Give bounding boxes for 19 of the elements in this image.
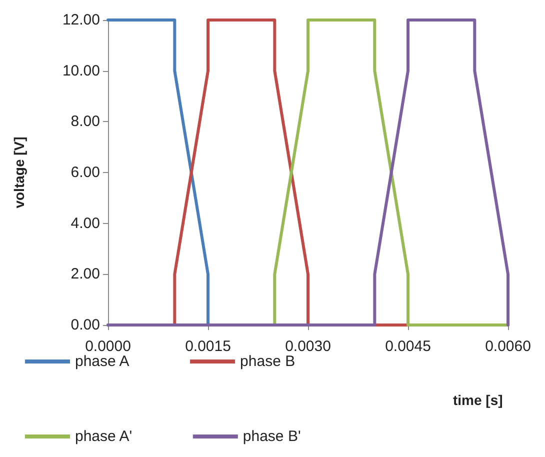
y-tick-label: 2.00: [70, 266, 100, 283]
line-series: [106, 18, 510, 326]
x-axis-title: time [s]: [453, 392, 503, 408]
legend-label: phase A': [75, 428, 132, 445]
x-tick-label: 0.0030: [285, 338, 331, 355]
x-tick-label: 0.0060: [485, 338, 531, 355]
x-tick-label: 0.0015: [185, 338, 231, 355]
y-tick-label: 12.00: [62, 12, 100, 28]
y-tick-label: 4.00: [70, 214, 100, 232]
y-tick-label: 0.00: [70, 316, 100, 334]
legend-label: phase B': [242, 428, 301, 445]
legend-label: phase A: [75, 353, 130, 370]
x-tick-label: 0.0000: [85, 338, 131, 355]
y-tick-label: 6.00: [70, 164, 100, 181]
y-tick-label: 10.00: [62, 62, 100, 80]
y-axis-title: voltage [V]: [11, 136, 27, 208]
legend-label: phase B: [240, 353, 296, 370]
x-tick-label: 0.0045: [385, 338, 431, 355]
y-tick-label: 8.00: [70, 113, 100, 130]
